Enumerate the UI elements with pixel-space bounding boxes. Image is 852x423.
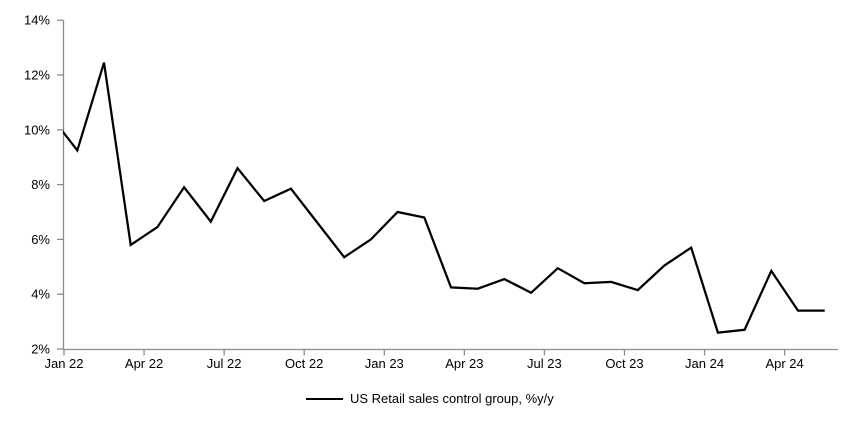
- y-tick-label: 10%: [24, 122, 50, 137]
- x-tick-label: Oct 23: [605, 356, 643, 371]
- y-tick-label: 4%: [31, 287, 50, 302]
- y-tick-label: 14%: [24, 13, 50, 28]
- x-tick-label: Oct 22: [285, 356, 323, 371]
- y-tick-label: 2%: [31, 342, 50, 357]
- x-tick-label: Apr 22: [125, 356, 163, 371]
- x-tick-label: Apr 23: [445, 356, 483, 371]
- legend: US Retail sales control group, %y/y: [306, 391, 554, 406]
- y-tick-label: 12%: [24, 68, 50, 83]
- legend-label: US Retail sales control group, %y/y: [350, 391, 554, 406]
- x-tick-label: Jan 24: [685, 356, 724, 371]
- x-tick-label: Jul 22: [207, 356, 242, 371]
- x-tick-label: Jan 22: [44, 356, 83, 371]
- x-tick-label: Jul 23: [527, 356, 562, 371]
- x-tick-label: Jan 23: [365, 356, 404, 371]
- y-tick-label: 8%: [31, 177, 50, 192]
- legend-line-marker: [306, 397, 343, 400]
- series-line: [63, 62, 825, 334]
- y-tick-label: 6%: [31, 232, 50, 247]
- x-tick-label: Apr 24: [765, 356, 803, 371]
